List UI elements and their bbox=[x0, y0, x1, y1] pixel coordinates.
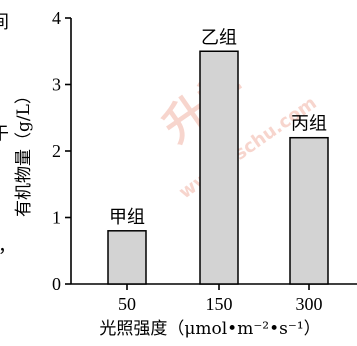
bar bbox=[289, 136, 329, 285]
y-axis-title: 有机物量（g/L） bbox=[14, 87, 34, 217]
bar bbox=[107, 230, 147, 285]
y-tick-label: 0 bbox=[52, 274, 61, 294]
left-edge-fragments: 间 于 ， bbox=[0, 12, 16, 257]
bar-group-label: 甲组 bbox=[109, 207, 145, 228]
x-tick-label: 50 bbox=[118, 294, 136, 314]
bar bbox=[199, 50, 239, 285]
x-tick-label: 300 bbox=[296, 294, 323, 314]
bar-group-label: 丙组 bbox=[291, 114, 327, 135]
y-tick-label: 3 bbox=[52, 75, 61, 95]
edge-fragment: 于 bbox=[0, 124, 9, 145]
edge-fragment: 间 bbox=[0, 12, 9, 33]
y-tick-label: 1 bbox=[52, 208, 61, 228]
bars bbox=[107, 50, 329, 285]
x-ticks: 50 150 300 bbox=[118, 284, 323, 314]
y-tick-label: 2 bbox=[52, 141, 61, 161]
x-axis-title: 光照强度（μmol•m⁻²•s⁻¹） bbox=[99, 319, 320, 339]
x-tick-label: 150 bbox=[206, 294, 233, 314]
y-ticks: 0 1 2 3 4 bbox=[52, 8, 71, 294]
y-tick-label: 4 bbox=[52, 8, 61, 28]
bar-group-label: 乙组 bbox=[201, 27, 237, 48]
edge-fragment: ， bbox=[0, 236, 16, 257]
